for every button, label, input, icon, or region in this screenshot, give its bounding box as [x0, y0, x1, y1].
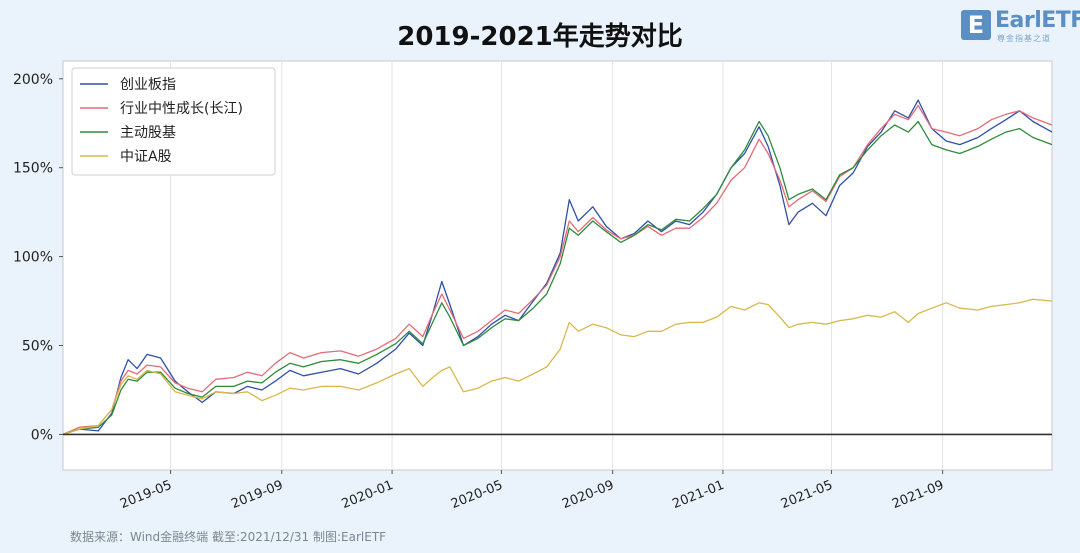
- x-tick-label: 2020-05: [449, 478, 505, 512]
- series-line-2: [62, 120, 1053, 436]
- data-source-note: 数据来源：Wind金融终端 截至:2021/12/31 制图:EarlETF: [70, 530, 387, 544]
- x-tick-label: 2020-09: [560, 478, 616, 512]
- x-tick-label: 2021-09: [890, 478, 946, 512]
- legend-label: 创业板指: [120, 77, 176, 93]
- x-tick-label: 2021-05: [779, 478, 835, 512]
- x-tick-label: 2019-05: [118, 478, 174, 512]
- legend-box: [71, 67, 276, 176]
- y-tick-label: 150%: [13, 161, 53, 177]
- x-tick-label: 2021-01: [670, 478, 726, 512]
- logo-mark-icon: E: [961, 10, 991, 40]
- y-tick-label: 50%: [22, 339, 53, 355]
- chart-title: 2019-2021年走势对比: [397, 22, 683, 52]
- series-line-1: [62, 104, 1053, 435]
- y-tick-label: 100%: [13, 250, 53, 266]
- logo-subtitle: 尊金指基之道: [997, 34, 1051, 43]
- earletf-logo: E EarlETF 尊金指基之道: [961, 8, 1080, 44]
- y-tick-label: 200%: [13, 72, 53, 88]
- logo-text: EarlETF: [995, 8, 1080, 33]
- legend-label: 中证A股: [120, 149, 172, 165]
- x-tick-label: 2019-09: [229, 478, 285, 512]
- x-tick-label: 2020-01: [340, 478, 396, 512]
- legend-label: 主动股基: [120, 124, 176, 141]
- y-tick-label: 0%: [31, 427, 53, 443]
- legend-label: 行业中性成长(长江): [120, 101, 243, 117]
- series-line-3: [62, 298, 1053, 436]
